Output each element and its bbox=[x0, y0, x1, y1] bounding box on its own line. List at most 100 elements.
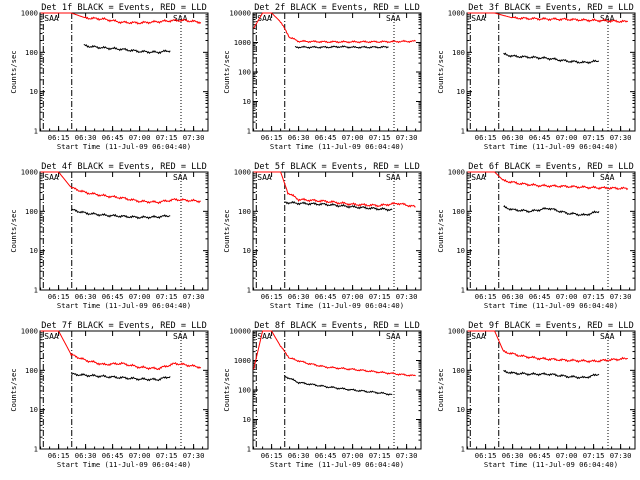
x-tick-label: 07:30 bbox=[396, 292, 418, 301]
panel-det-7: Det 7f BLACK = Events, RED = LLD 1 10 100 10… bbox=[9, 321, 209, 469]
saa-marker-end: SAA bbox=[173, 14, 188, 23]
saa-marker-end: SAA bbox=[600, 173, 615, 182]
saa-marker-end: SAA bbox=[173, 332, 188, 341]
panel-title: Det 4f BLACK = Events, RED = LLD bbox=[41, 162, 207, 172]
x-tick-label: 07:30 bbox=[396, 451, 418, 460]
plot-frame bbox=[39, 12, 209, 132]
x-tick-label: 06:30 bbox=[75, 133, 97, 142]
y-tick-label: 1 bbox=[247, 445, 251, 454]
y-tick-label: 10 bbox=[456, 405, 465, 414]
x-tick-label: 06:30 bbox=[288, 133, 310, 142]
panel-det-1: Det 1f BLACK = Events, RED = LLD 1 10 100 10… bbox=[9, 3, 209, 151]
y-tick-label: 1000 bbox=[21, 327, 38, 336]
plot-frame bbox=[252, 171, 422, 291]
events-series-line bbox=[283, 374, 393, 396]
saa-marker-start: SAA bbox=[44, 14, 59, 23]
x-tick-label: 06:15 bbox=[48, 292, 70, 301]
panel-det-6: Det 6f BLACK = Events, RED = LLD 1 10 100 10… bbox=[436, 162, 636, 310]
x-tick-label: 06:30 bbox=[502, 451, 524, 460]
x-tick-label: 07:30 bbox=[610, 451, 632, 460]
lld-series-line bbox=[467, 330, 628, 364]
x-tick-label: 06:45 bbox=[315, 133, 337, 142]
x-axis-label: Start Time (11-Jul-09 06:04:40) bbox=[57, 142, 191, 151]
y-tick-label: 1000 bbox=[234, 38, 251, 47]
y-tick-label: 1000 bbox=[21, 9, 38, 18]
lld-series-line bbox=[40, 12, 202, 25]
x-tick-label: 06:30 bbox=[288, 451, 310, 460]
y-tick-label: 1000 bbox=[448, 327, 465, 336]
saa-marker-end: SAA bbox=[386, 173, 401, 182]
x-tick-label: 07:30 bbox=[610, 292, 632, 301]
lld-series-line bbox=[253, 171, 416, 208]
panel-det-3: Det 3f BLACK = Events, RED = LLD 1 10 100 10… bbox=[436, 3, 636, 151]
lld-series-line bbox=[467, 12, 629, 24]
y-axis-label: Counts/sec bbox=[436, 50, 445, 93]
panel-det-5: Det 5f BLACK = Events, RED = LLD 1 10 100 10… bbox=[222, 162, 422, 310]
panel-title: Det 8f BLACK = Events, RED = LLD bbox=[254, 321, 420, 331]
y-tick-label: 1000 bbox=[448, 9, 465, 18]
x-tick-label: 07:00 bbox=[556, 133, 578, 142]
x-tick-label: 07:00 bbox=[342, 292, 364, 301]
events-series-line bbox=[294, 45, 389, 50]
events-series-line bbox=[83, 44, 171, 55]
saa-marker-start: SAA bbox=[257, 332, 272, 341]
y-tick-label: 10 bbox=[456, 246, 465, 255]
x-tick-label: 06:15 bbox=[261, 451, 283, 460]
x-tick-label: 07:15 bbox=[369, 292, 391, 301]
x-tick-label: 06:30 bbox=[502, 292, 524, 301]
saa-marker-end: SAA bbox=[386, 332, 401, 341]
panel-title: Det 6f BLACK = Events, RED = LLD bbox=[468, 162, 634, 172]
saa-marker-start: SAA bbox=[471, 332, 486, 341]
x-tick-label: 07:30 bbox=[610, 133, 632, 142]
events-series-line bbox=[503, 369, 600, 380]
lld-series-line bbox=[40, 330, 202, 371]
x-tick-label: 07:30 bbox=[396, 133, 418, 142]
y-tick-label: 100 bbox=[452, 207, 465, 216]
lld-series-line bbox=[40, 171, 201, 205]
x-tick-label: 07:00 bbox=[129, 133, 151, 142]
x-tick-label: 06:45 bbox=[102, 451, 124, 460]
saa-marker-end: SAA bbox=[600, 332, 615, 341]
x-tick-label: 07:00 bbox=[129, 292, 151, 301]
y-tick-label: 10000 bbox=[229, 9, 251, 18]
x-tick-label: 07:15 bbox=[583, 133, 605, 142]
y-tick-label: 1000 bbox=[448, 168, 465, 177]
events-series-line bbox=[70, 208, 171, 220]
panel-title: Det 9f BLACK = Events, RED = LLD bbox=[468, 321, 634, 331]
panel-title: Det 5f BLACK = Events, RED = LLD bbox=[254, 162, 420, 172]
plot-frame bbox=[466, 12, 636, 132]
x-tick-label: 07:15 bbox=[583, 451, 605, 460]
plot-frame bbox=[252, 330, 422, 450]
y-tick-label: 100 bbox=[25, 207, 38, 216]
y-tick-label: 1 bbox=[34, 127, 38, 136]
x-axis-label: Start Time (11-Jul-09 06:04:40) bbox=[484, 301, 618, 310]
x-tick-label: 07:30 bbox=[183, 451, 205, 460]
saa-marker-start: SAA bbox=[44, 332, 59, 341]
x-tick-label: 06:45 bbox=[529, 292, 551, 301]
x-tick-label: 06:15 bbox=[261, 133, 283, 142]
events-series-line bbox=[503, 52, 600, 65]
y-tick-label: 100 bbox=[25, 48, 38, 57]
panel-title: Det 1f BLACK = Events, RED = LLD bbox=[41, 3, 207, 13]
x-tick-label: 07:00 bbox=[342, 133, 364, 142]
x-axis-label: Start Time (11-Jul-09 06:04:40) bbox=[57, 460, 191, 469]
x-axis-label: Start Time (11-Jul-09 06:04:40) bbox=[57, 301, 191, 310]
x-tick-label: 06:15 bbox=[475, 451, 497, 460]
events-series-line bbox=[284, 200, 393, 212]
y-tick-label: 1 bbox=[34, 286, 38, 295]
y-tick-label: 1 bbox=[34, 445, 38, 454]
x-tick-label: 07:00 bbox=[129, 451, 151, 460]
y-axis-label: Counts/sec bbox=[436, 209, 445, 252]
x-tick-label: 06:45 bbox=[315, 451, 337, 460]
x-tick-label: 06:15 bbox=[475, 133, 497, 142]
x-axis-label: Start Time (11-Jul-09 06:04:40) bbox=[270, 301, 404, 310]
x-tick-label: 06:45 bbox=[102, 133, 124, 142]
x-tick-label: 07:30 bbox=[183, 292, 205, 301]
x-axis-label: Start Time (11-Jul-09 06:04:40) bbox=[484, 142, 618, 151]
x-tick-label: 06:30 bbox=[288, 292, 310, 301]
y-axis-label: Counts/sec bbox=[9, 209, 18, 252]
y-tick-label: 100 bbox=[238, 386, 251, 395]
x-tick-label: 07:30 bbox=[183, 133, 205, 142]
x-tick-label: 06:15 bbox=[475, 292, 497, 301]
